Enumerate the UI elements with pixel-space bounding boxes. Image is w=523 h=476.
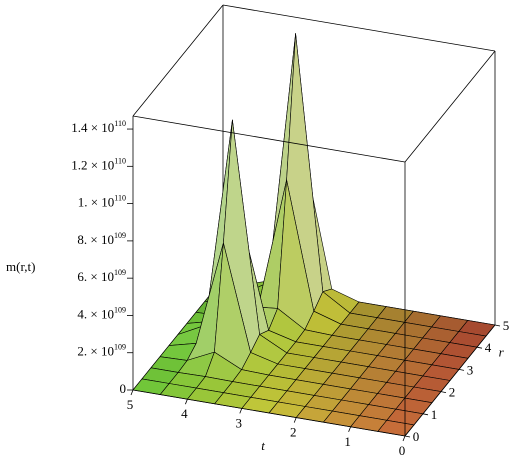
box-edge — [132, 389, 406, 437]
x-tick-label: 2 — [290, 425, 297, 440]
y-tick — [404, 435, 411, 438]
z-tick-label: 1.2 × 10110 — [71, 156, 126, 172]
z-tick-mantissa: 6. × 10 — [77, 269, 114, 284]
x-tick — [130, 389, 134, 396]
y-axis-label: r — [499, 344, 505, 359]
z-tick-label: 6. × 10109 — [77, 268, 126, 284]
z-tick-exponent: 110 — [114, 193, 126, 202]
x-tick-label: 5 — [127, 397, 134, 412]
z-tick-label: 1. × 10110 — [78, 193, 126, 209]
y-tick — [494, 324, 501, 327]
y-tick — [422, 413, 429, 416]
x-tick — [348, 426, 351, 432]
z-tick-mantissa: 1.2 × 10 — [71, 157, 114, 172]
z-tick-label: 4. × 10109 — [77, 305, 126, 321]
x-tick — [185, 399, 188, 405]
box-edge — [222, 4, 496, 52]
z-axis-label: m(r,t) — [6, 259, 35, 274]
x-tick-label: 3 — [236, 415, 243, 430]
z-tick-exponent: 109 — [114, 305, 126, 314]
z-tick-label: 0 — [120, 381, 127, 396]
y-tick — [458, 369, 465, 371]
x-axis-label: t — [261, 438, 265, 453]
y-tick-label: 2 — [449, 385, 456, 400]
y-tick-label: 0 — [413, 429, 420, 444]
z-tick-mantissa: 1. × 10 — [78, 195, 115, 210]
z-tick-label: 8. × 10109 — [77, 231, 126, 247]
x-tick-label: 0 — [399, 443, 406, 458]
y-tick-label: 5 — [503, 318, 510, 333]
z-tick-exponent: 110 — [114, 156, 126, 165]
x-tick-label: 1 — [344, 434, 351, 449]
y-tick — [476, 346, 483, 349]
z-tick-exponent: 110 — [114, 119, 126, 128]
z-tick-exponent: 109 — [114, 231, 126, 240]
z-tick-mantissa: 1.4 × 10 — [71, 120, 114, 135]
y-tick-label: 3 — [467, 362, 474, 377]
y-tick-label: 1 — [431, 407, 438, 422]
z-tick-exponent: 109 — [114, 343, 126, 352]
z-tick-mantissa: 2. × 10 — [77, 344, 114, 359]
box-edge — [404, 324, 496, 437]
y-tick-label: 4 — [485, 340, 492, 355]
box-edge — [132, 115, 406, 163]
box-edge — [404, 50, 496, 163]
z-tick-label: 1.4 × 10110 — [71, 119, 126, 135]
x-tick — [402, 435, 406, 442]
x-tick — [293, 417, 297, 423]
x-tick — [239, 408, 243, 414]
z-tick-exponent: 109 — [114, 268, 126, 277]
y-tick — [440, 391, 447, 393]
box-edge — [132, 4, 224, 117]
z-tick-mantissa: 8. × 10 — [77, 232, 114, 247]
x-tick-label: 4 — [181, 406, 188, 421]
z-tick-mantissa: 4. × 10 — [77, 306, 114, 321]
z-tick-label: 2. × 10109 — [77, 343, 126, 359]
